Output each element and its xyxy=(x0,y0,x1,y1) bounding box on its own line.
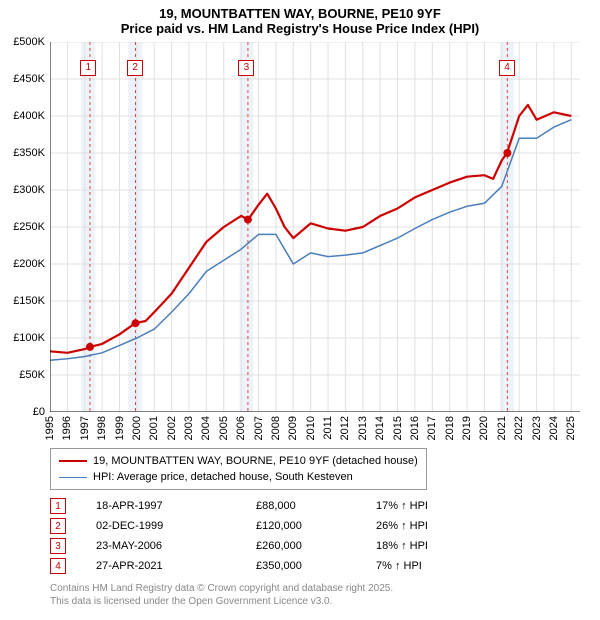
sale-marker: 1 xyxy=(50,498,66,514)
sales-row: 2 02-DEC-1999£120,00026% ↑ HPI xyxy=(50,516,456,536)
y-tick-label: £350K xyxy=(13,147,45,159)
sale-marker: 4 xyxy=(50,558,66,574)
chart-marker-4: 4 xyxy=(499,60,515,76)
x-tick-label: 2022 xyxy=(513,416,525,440)
x-tick-label: 2024 xyxy=(548,416,560,440)
chart-marker-1: 1 xyxy=(80,60,96,76)
x-tick-label: 2002 xyxy=(166,416,178,440)
footer-line1: Contains HM Land Registry data © Crown c… xyxy=(50,582,393,595)
sale-marker: 3 xyxy=(50,538,66,554)
x-tick-label: 2012 xyxy=(339,416,351,440)
sales-row: 1 18-APR-1997£88,00017% ↑ HPI xyxy=(50,496,456,516)
sale-date: 02-DEC-1999 xyxy=(96,520,256,532)
y-tick-label: £50K xyxy=(19,369,45,381)
chart-area: 1234£0£50K£100K£150K£200K£250K£300K£350K… xyxy=(50,42,580,412)
y-tick-label: £100K xyxy=(13,332,45,344)
x-tick-label: 2010 xyxy=(305,416,317,440)
x-tick-label: 2021 xyxy=(496,416,508,440)
x-tick-label: 2016 xyxy=(409,416,421,440)
x-tick-label: 2014 xyxy=(374,416,386,440)
sale-pct: 17% ↑ HPI xyxy=(376,500,456,512)
x-tick-label: 2018 xyxy=(444,416,456,440)
legend: 19, MOUNTBATTEN WAY, BOURNE, PE10 9YF (d… xyxy=(50,448,427,490)
x-tick-label: 2000 xyxy=(131,416,143,440)
sale-price: £260,000 xyxy=(256,540,376,552)
line-chart xyxy=(50,42,580,412)
y-tick-label: £150K xyxy=(13,295,45,307)
sale-marker: 2 xyxy=(50,518,66,534)
x-tick-label: 2001 xyxy=(148,416,160,440)
sales-row: 3 23-MAY-2006£260,00018% ↑ HPI xyxy=(50,536,456,556)
sale-price: £350,000 xyxy=(256,560,376,572)
y-tick-label: £450K xyxy=(13,73,45,85)
legend-swatch xyxy=(59,460,87,462)
title-line2: Price paid vs. HM Land Registry's House … xyxy=(0,21,600,36)
x-tick-label: 1998 xyxy=(96,416,108,440)
x-tick-label: 2003 xyxy=(183,416,195,440)
x-tick-label: 2017 xyxy=(426,416,438,440)
sale-price: £120,000 xyxy=(256,520,376,532)
sale-date: 23-MAY-2006 xyxy=(96,540,256,552)
x-tick-label: 2008 xyxy=(270,416,282,440)
chart-container: 19, MOUNTBATTEN WAY, BOURNE, PE10 9YF Pr… xyxy=(0,0,600,620)
sale-pct: 18% ↑ HPI xyxy=(376,540,456,552)
title-line1: 19, MOUNTBATTEN WAY, BOURNE, PE10 9YF xyxy=(0,6,600,21)
x-tick-label: 1999 xyxy=(114,416,126,440)
sales-table: 1 18-APR-1997£88,00017% ↑ HPI 2 02-DEC-1999… xyxy=(50,496,456,576)
x-tick-label: 2005 xyxy=(218,416,230,440)
chart-marker-3: 3 xyxy=(238,60,254,76)
footer-line2: This data is licensed under the Open Gov… xyxy=(50,595,393,608)
x-tick-label: 2007 xyxy=(253,416,265,440)
x-tick-label: 2015 xyxy=(392,416,404,440)
legend-label: HPI: Average price, detached house, Sout… xyxy=(93,471,353,483)
x-tick-label: 2011 xyxy=(322,416,334,440)
y-tick-label: £500K xyxy=(13,36,45,48)
x-tick-label: 1995 xyxy=(44,416,56,440)
x-tick-label: 2009 xyxy=(287,416,299,440)
legend-swatch xyxy=(59,477,87,478)
y-tick-label: £250K xyxy=(13,221,45,233)
sale-date: 18-APR-1997 xyxy=(96,500,256,512)
x-tick-label: 2006 xyxy=(235,416,247,440)
sale-price: £88,000 xyxy=(256,500,376,512)
sale-pct: 7% ↑ HPI xyxy=(376,560,456,572)
x-tick-label: 1997 xyxy=(79,416,91,440)
x-tick-label: 2004 xyxy=(200,416,212,440)
y-tick-label: £400K xyxy=(13,110,45,122)
x-tick-label: 2025 xyxy=(565,416,577,440)
sale-date: 27-APR-2021 xyxy=(96,560,256,572)
legend-label: 19, MOUNTBATTEN WAY, BOURNE, PE10 9YF (d… xyxy=(93,455,418,467)
x-tick-label: 2019 xyxy=(461,416,473,440)
title-block: 19, MOUNTBATTEN WAY, BOURNE, PE10 9YF Pr… xyxy=(0,0,600,36)
sales-row: 4 27-APR-2021£350,0007% ↑ HPI xyxy=(50,556,456,576)
legend-item: 19, MOUNTBATTEN WAY, BOURNE, PE10 9YF (d… xyxy=(59,453,418,469)
y-tick-label: £200K xyxy=(13,258,45,270)
footer: Contains HM Land Registry data © Crown c… xyxy=(50,582,393,608)
x-tick-label: 2023 xyxy=(531,416,543,440)
x-tick-label: 2013 xyxy=(357,416,369,440)
legend-item: HPI: Average price, detached house, Sout… xyxy=(59,469,418,485)
sale-pct: 26% ↑ HPI xyxy=(376,520,456,532)
x-tick-label: 2020 xyxy=(478,416,490,440)
chart-marker-2: 2 xyxy=(127,60,143,76)
x-tick-label: 1996 xyxy=(61,416,73,440)
y-tick-label: £300K xyxy=(13,184,45,196)
